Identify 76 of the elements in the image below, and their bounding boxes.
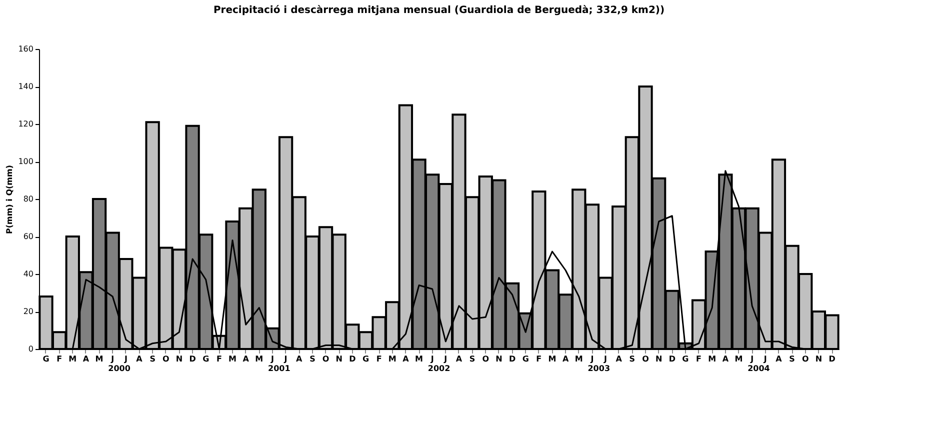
y-tick-label: 140 xyxy=(18,82,34,91)
x-tick-label: J xyxy=(590,354,594,364)
x-tick-label: M xyxy=(734,354,743,364)
x-tick-label: A xyxy=(82,354,90,364)
text: 2000 xyxy=(108,364,131,373)
x-tick-label: M xyxy=(68,354,77,364)
x-tick-label: M xyxy=(95,354,104,364)
y-tick-label: 20 xyxy=(23,307,34,316)
x-tick-label: F xyxy=(56,354,62,364)
x-tick-label: J xyxy=(603,354,608,364)
chart-title: Precipitació i descàrrega mitjana mensual (Guardiola de Berguedà; 332,9 km2)) xyxy=(213,5,665,16)
y-tick-label: 120 xyxy=(18,120,34,128)
text: 2002 xyxy=(428,364,450,373)
x-tick-label: M xyxy=(708,354,716,364)
y-tick-label: 60 xyxy=(23,232,34,241)
x-tick-label: D xyxy=(508,354,516,364)
x-tick-label: J xyxy=(283,354,288,364)
y-tick-label: 160 xyxy=(18,44,34,54)
x-tick-label: M xyxy=(388,354,396,364)
x-tick-label: A xyxy=(296,354,304,364)
y-tick-label: 80 xyxy=(23,194,34,204)
x-tick-label: A xyxy=(136,354,144,364)
x-tick-label: M xyxy=(228,354,237,364)
x-tick-label: S xyxy=(789,354,796,364)
x-tick-label: J xyxy=(110,354,114,364)
x-tick-label: M xyxy=(548,354,556,364)
x-tick-label: N xyxy=(815,354,822,364)
x-tick-label: O xyxy=(482,354,490,364)
x-tick-label: S xyxy=(469,354,476,364)
x-tick-label: G xyxy=(202,354,210,364)
x-tick-label: J xyxy=(123,354,128,364)
x-tick-label: N xyxy=(176,354,183,364)
y-tick-label: 40 xyxy=(23,270,34,278)
x-tick-label: S xyxy=(150,354,156,364)
y-axis-title: P(mm) i Q(mm) xyxy=(5,165,14,234)
x-tick-label: J xyxy=(430,354,434,364)
x-tick-label: S xyxy=(629,354,636,364)
x-tick-label: A xyxy=(722,354,730,364)
text: 2004 xyxy=(748,364,770,373)
x-tick-label: M xyxy=(574,354,583,364)
x-tick-label: F xyxy=(536,354,542,364)
x-tick-label: S xyxy=(310,354,316,364)
x-tick-label: N xyxy=(336,354,342,364)
x-tick-label: O xyxy=(322,354,330,364)
x-tick-label: O xyxy=(162,354,170,364)
x-tick-label: N xyxy=(655,354,662,364)
x-tick-label: G xyxy=(42,354,50,364)
x-tick-label: J xyxy=(270,354,274,364)
x-tick-label: J xyxy=(750,354,754,364)
x-tick-label: N xyxy=(496,354,502,364)
text: 2001 xyxy=(268,364,291,373)
x-tick-label: A xyxy=(562,354,570,364)
x-tick-label: D xyxy=(828,354,836,364)
x-tick-label: D xyxy=(189,354,196,364)
x-tick-label: D xyxy=(668,354,676,364)
text: 2003 xyxy=(588,364,610,373)
x-tick-label: F xyxy=(216,354,222,364)
x-tick-label: A xyxy=(776,354,783,364)
x-tick-label: J xyxy=(443,354,448,364)
x-tick-label: M xyxy=(415,354,424,364)
y-tick-label: 0 xyxy=(28,344,34,354)
x-tick-label: A xyxy=(616,354,623,364)
x-tick-label: O xyxy=(802,354,809,364)
x-tick-label: G xyxy=(682,354,689,364)
x-tick-label: O xyxy=(642,354,650,364)
x-tick-label: J xyxy=(762,354,767,364)
x-tick-label: A xyxy=(402,354,410,364)
x-tick-label: M xyxy=(255,354,264,364)
x-tick-label: G xyxy=(522,354,529,364)
x-tick-label: A xyxy=(242,354,250,364)
x-tick-label: F xyxy=(696,354,702,364)
y-tick-label: 100 xyxy=(18,157,34,166)
x-tick-label: A xyxy=(456,354,463,364)
x-tick-label: F xyxy=(376,354,382,364)
x-tick-label: D xyxy=(349,354,356,364)
x-tick-label: G xyxy=(362,354,370,364)
